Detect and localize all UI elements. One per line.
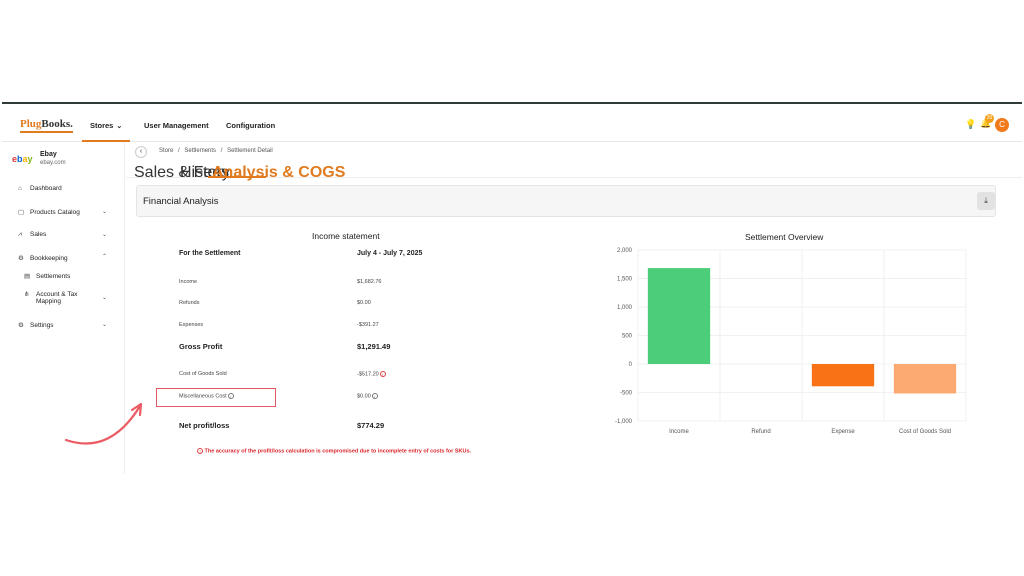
row-label-refunds: Refunds — [179, 300, 200, 306]
income-statement-title: Income statement — [312, 231, 380, 241]
download-button[interactable]: ⤓ — [977, 192, 995, 210]
app-logo[interactable]: PlugBooks. — [20, 118, 73, 133]
x-tick-label: Refund — [751, 429, 770, 435]
sidebar-item-mapping-label: Mapping — [36, 298, 61, 305]
tab-sales-fees[interactable]: Sales & Fees — [134, 164, 230, 181]
sidebar-item-dashboard[interactable]: ⌂ Dashboard — [18, 185, 62, 192]
y-tick-label: 0 — [629, 362, 633, 368]
bar-expense — [811, 364, 875, 387]
gear-icon: ⚙ — [18, 255, 24, 262]
nav-user-management[interactable]: User Management — [144, 121, 209, 130]
row-label-misc-cost: Miscellaneous Cost i — [179, 393, 234, 399]
warning-icon: ! — [197, 448, 203, 454]
store-name: Ebay — [40, 151, 57, 158]
sidebar: ebay Ebay ebay.com ⌂ Dashboard ▢ Products … — [2, 142, 125, 474]
warning-message: ! The accuracy of the profit/loss calcul… — [196, 448, 471, 454]
store-domain: ebay.com — [40, 160, 66, 166]
y-tick-label: 500 — [622, 334, 633, 340]
download-icon: ⤓ — [984, 196, 988, 205]
back-button[interactable]: ‹ — [135, 146, 147, 158]
y-tick-label: -500 — [620, 391, 633, 397]
nav-configuration[interactable]: Configuration — [226, 121, 276, 130]
bar-cost-of-goods-sold — [893, 364, 957, 394]
row-label-net-profit: Net profit/loss — [179, 421, 230, 430]
row-label-cogs: Cost of Goods Sold — [179, 371, 227, 377]
bar-income — [647, 268, 711, 364]
info-icon[interactable]: i — [379, 371, 386, 377]
chevron-down-icon: ⌄ — [116, 123, 123, 130]
highlight-box — [156, 388, 276, 407]
ebay-logo: ebay — [12, 154, 33, 164]
catalog-icon: ▢ — [18, 209, 25, 216]
chevron-left-icon: ‹ — [139, 148, 143, 155]
period-value: July 4 - July 7, 2025 — [357, 250, 423, 257]
bell-icon[interactable]: 🔔 — [980, 118, 992, 128]
row-value-gross-profit: $1,291.49 — [357, 342, 391, 351]
y-tick-label: -1,000 — [615, 419, 633, 425]
row-value-cogs: -$517.20 i — [357, 371, 386, 377]
sidebar-item-settlements[interactable]: ▤ Settlements — [24, 273, 71, 280]
chart-title: Settlement Overview — [745, 232, 824, 242]
row-value-misc-cost: $0.00 i — [357, 393, 378, 399]
chevron-down-icon: ⌄ — [102, 322, 108, 328]
y-tick-label: 1,000 — [617, 305, 633, 311]
sidebar-item-settings[interactable]: ⚙ Settings — [18, 322, 54, 329]
nav-active-indicator — [82, 140, 130, 142]
chevron-up-icon: ⌃ — [102, 254, 108, 260]
period-label: For the Settlement — [179, 250, 241, 257]
info-icon[interactable]: i — [371, 393, 378, 399]
gear-icon: ⚙ — [18, 322, 24, 329]
notification-badge: 20 — [985, 114, 994, 123]
sidebar-item-account-tax-mapping[interactable]: ⋔ Account & Tax — [24, 291, 78, 298]
nav-stores[interactable]: Stores ⌄ — [90, 121, 122, 130]
panel-title: Financial Analysis — [143, 196, 219, 207]
chevron-down-icon: ⌄ — [102, 232, 108, 238]
sidebar-item-bookkeeping[interactable]: ⚙ Bookkeeping — [18, 255, 68, 262]
breadcrumb-settlement-detail: Settlement Detail — [227, 148, 273, 154]
row-value-net-profit: $774.29 — [357, 421, 385, 430]
x-tick-label: Income — [669, 429, 689, 435]
y-tick-label: 1,500 — [617, 277, 633, 283]
lightbulb-icon[interactable]: 💡 — [965, 119, 977, 129]
tab-active-indicator — [208, 176, 266, 178]
x-tick-label: Expense — [831, 429, 855, 435]
chevron-down-icon: ⌄ — [102, 295, 108, 301]
breadcrumb-store[interactable]: Store — [159, 148, 174, 154]
row-label-expenses: Expenses — [179, 322, 204, 328]
row-label-income: Income — [179, 279, 198, 285]
avatar[interactable]: C — [995, 118, 1009, 132]
row-value-income: $1,682.76 — [357, 279, 382, 285]
breadcrumb-settlements[interactable]: Settlements — [184, 148, 217, 154]
breadcrumb: Store / Settlements / Settlement Detail — [159, 148, 273, 154]
main-content: ‹ Store / Settlements / Settlement Detai… — [126, 142, 1022, 474]
document-icon: ▤ — [24, 273, 31, 280]
app-window: PlugBooks. Stores ⌄ User Management Confi… — [2, 102, 1022, 474]
tab-divider — [126, 177, 1022, 178]
chevron-down-icon: ⌄ — [102, 209, 108, 215]
dashboard-icon: ⌂ — [18, 185, 22, 192]
row-value-refunds: $0.00 — [357, 300, 371, 306]
chart-icon: ⩘ — [18, 231, 22, 238]
sidebar-item-sales[interactable]: ⩘ Sales — [18, 231, 47, 238]
x-tick-label: Cost of Goods Sold — [899, 429, 951, 435]
settlement-overview-chart: 2,000 1,500 1,000 500 0 -500 -1,000 Income Refun… — [615, 248, 967, 435]
y-tick-label: 2,000 — [617, 248, 633, 254]
row-label-gross-profit: Gross Profit — [179, 342, 223, 351]
info-icon[interactable]: i — [227, 393, 234, 399]
financial-analysis-header: Financial Analysis ⤓ — [136, 185, 996, 217]
sidebar-item-products-catalog[interactable]: ▢ Products Catalog — [18, 209, 80, 216]
tree-icon: ⋔ — [24, 291, 30, 298]
top-nav: PlugBooks. Stores ⌄ User Management Confi… — [2, 104, 1022, 142]
nav-stores-label: Stores — [90, 121, 114, 130]
row-value-expenses: -$391.27 — [357, 322, 379, 328]
